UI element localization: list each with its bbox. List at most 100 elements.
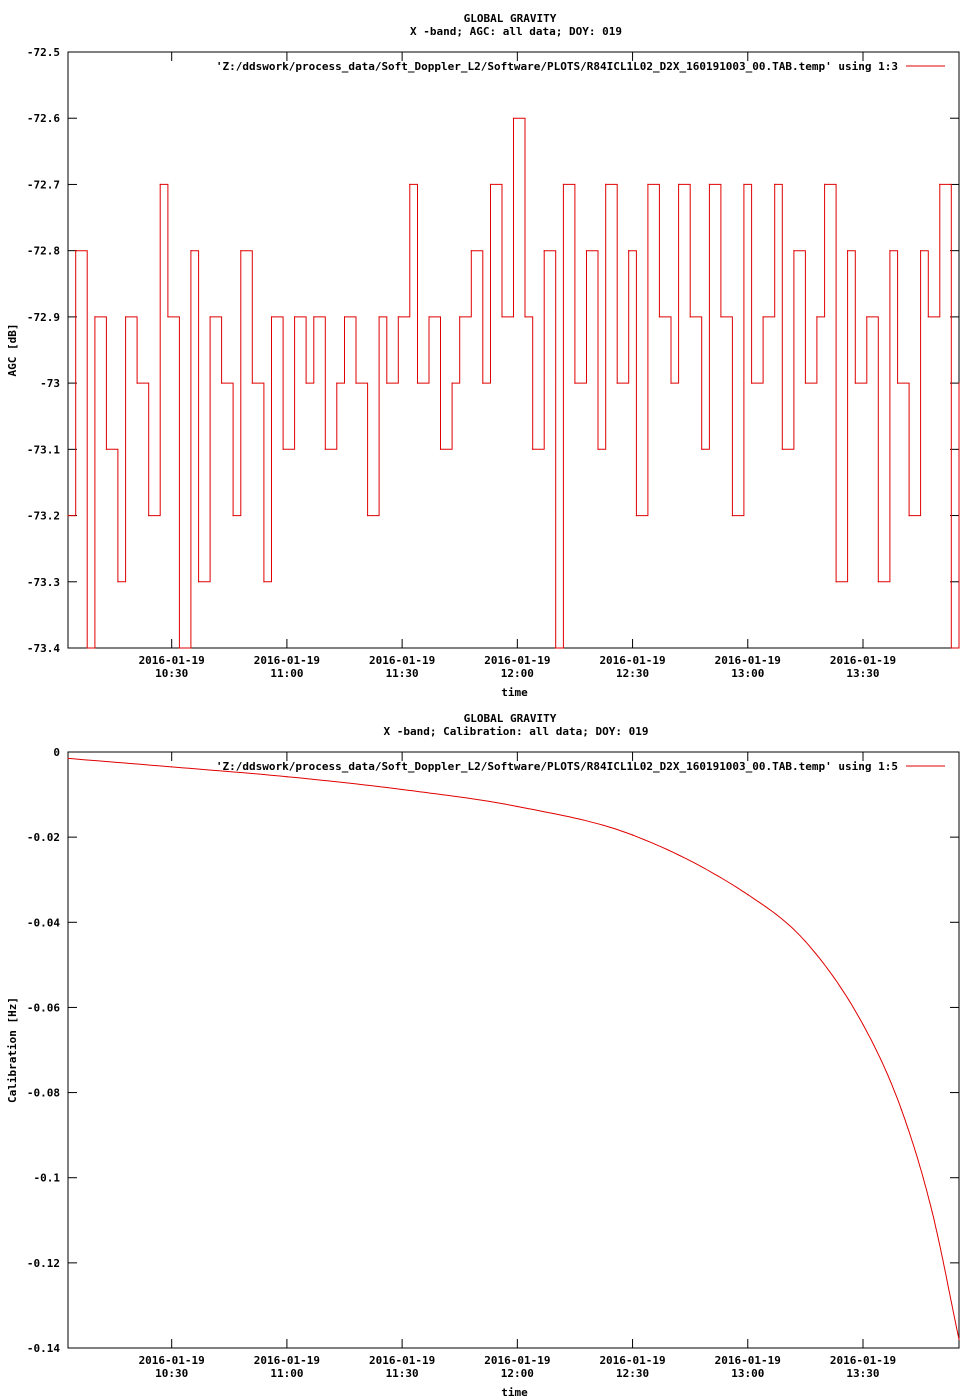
- data-point: [900, 1109, 903, 1111]
- data-point: [835, 581, 837, 583]
- data-point: [171, 766, 173, 768]
- data-point: [416, 382, 419, 384]
- data-point: [209, 316, 211, 318]
- y-tick-label: 0: [53, 746, 60, 759]
- data-point: [190, 250, 192, 252]
- x-tick-time-label: 11:30: [386, 667, 419, 680]
- y-tick-label: -72.6: [27, 112, 60, 125]
- data-point: [877, 581, 879, 583]
- data-point: [343, 316, 346, 318]
- x-tick-date-label: 2016-01-19: [830, 654, 896, 667]
- data-point: [793, 250, 795, 252]
- data-point: [958, 1338, 960, 1341]
- series-line: [67, 757, 960, 1340]
- chart-title: GLOBAL GRAVITY: [464, 712, 557, 725]
- data-point: [159, 183, 161, 185]
- data-point: [221, 382, 223, 384]
- y-tick-label: -73.4: [27, 642, 60, 655]
- data-point: [232, 515, 234, 517]
- y-tick-label: -0.08: [27, 1087, 60, 1100]
- data-point: [897, 382, 899, 384]
- data-point: [125, 316, 127, 318]
- y-tick-label: -0.14: [27, 1342, 60, 1355]
- y-tick-label: -72.8: [27, 245, 60, 258]
- x-tick-date-label: 2016-01-19: [139, 654, 205, 667]
- data-point: [516, 805, 518, 808]
- y-axis-label: Calibration [Hz]: [6, 997, 19, 1103]
- data-point: [689, 316, 691, 318]
- y-tick-label: -0.04: [27, 916, 60, 929]
- y-tick-label: -73: [40, 377, 60, 390]
- data-point: [286, 776, 288, 778]
- x-tick-date-label: 2016-01-19: [254, 1354, 320, 1367]
- y-tick-label: -0.06: [27, 1001, 60, 1014]
- data-point: [386, 382, 388, 384]
- data-point: [585, 250, 588, 252]
- data-point: [543, 250, 545, 252]
- data-point: [950, 647, 952, 649]
- data-point: [501, 316, 503, 318]
- data-point: [294, 316, 296, 318]
- data-point: [324, 448, 326, 450]
- x-tick-date-label: 2016-01-19: [715, 1354, 781, 1367]
- data-point: [470, 250, 472, 252]
- y-tick-label: -0.02: [27, 831, 60, 844]
- plot-frame: [67, 51, 960, 649]
- data-point: [743, 183, 745, 185]
- data-point: [355, 382, 357, 384]
- data-point: [397, 316, 399, 318]
- data-point: [270, 316, 273, 318]
- data-point: [240, 250, 242, 252]
- data-point: [336, 382, 338, 384]
- data-point: [751, 382, 753, 384]
- x-tick-date-label: 2016-01-19: [369, 1354, 435, 1367]
- data-point: [178, 647, 180, 649]
- data-point: [67, 757, 69, 760]
- data-point: [720, 316, 722, 318]
- data-point: [439, 448, 442, 450]
- data-point: [658, 316, 661, 318]
- data-point: [597, 448, 599, 450]
- data-point: [451, 382, 453, 384]
- data-point: [86, 647, 88, 649]
- x-tick-time-label: 13:00: [731, 667, 764, 680]
- y-tick-label: -73.1: [27, 443, 60, 456]
- data-point: [67, 515, 69, 517]
- x-tick-time-label: 11:00: [270, 667, 303, 680]
- data-point: [647, 183, 649, 185]
- y-tick-label: -72.9: [27, 311, 60, 324]
- data-point: [512, 117, 515, 119]
- y-tick-label: -0.1: [34, 1172, 61, 1185]
- data-point: [75, 250, 77, 252]
- chart-subtitle: X -band; AGC: all data; DOY: 019: [410, 25, 622, 38]
- data-point: [401, 788, 403, 791]
- data-point: [731, 515, 734, 517]
- data-point: [605, 183, 607, 185]
- y-tick-label: -0.12: [27, 1257, 60, 1270]
- data-point: [136, 382, 138, 384]
- x-tick-date-label: 2016-01-19: [599, 654, 665, 667]
- data-point: [670, 382, 672, 384]
- data-point: [958, 382, 960, 384]
- data-point: [489, 183, 492, 185]
- x-tick-date-label: 2016-01-19: [715, 654, 781, 667]
- data-point: [378, 316, 380, 318]
- data-point: [628, 250, 630, 252]
- data-point: [532, 448, 534, 450]
- y-tick-label: -72.7: [27, 178, 60, 191]
- x-tick-time-label: 13:00: [731, 1367, 764, 1380]
- x-tick-date-label: 2016-01-19: [254, 654, 320, 667]
- plot-frame: [67, 751, 960, 1349]
- data-point: [263, 581, 265, 583]
- x-tick-time-label: 13:30: [846, 1367, 879, 1380]
- data-point: [524, 316, 526, 318]
- x-tick-time-label: 13:30: [846, 667, 879, 680]
- x-tick-date-label: 2016-01-19: [484, 654, 550, 667]
- data-point: [616, 382, 618, 384]
- x-tick-time-label: 11:00: [270, 1367, 303, 1380]
- data-point: [804, 382, 807, 384]
- data-point: [409, 183, 411, 185]
- x-tick-time-label: 12:00: [501, 1367, 534, 1380]
